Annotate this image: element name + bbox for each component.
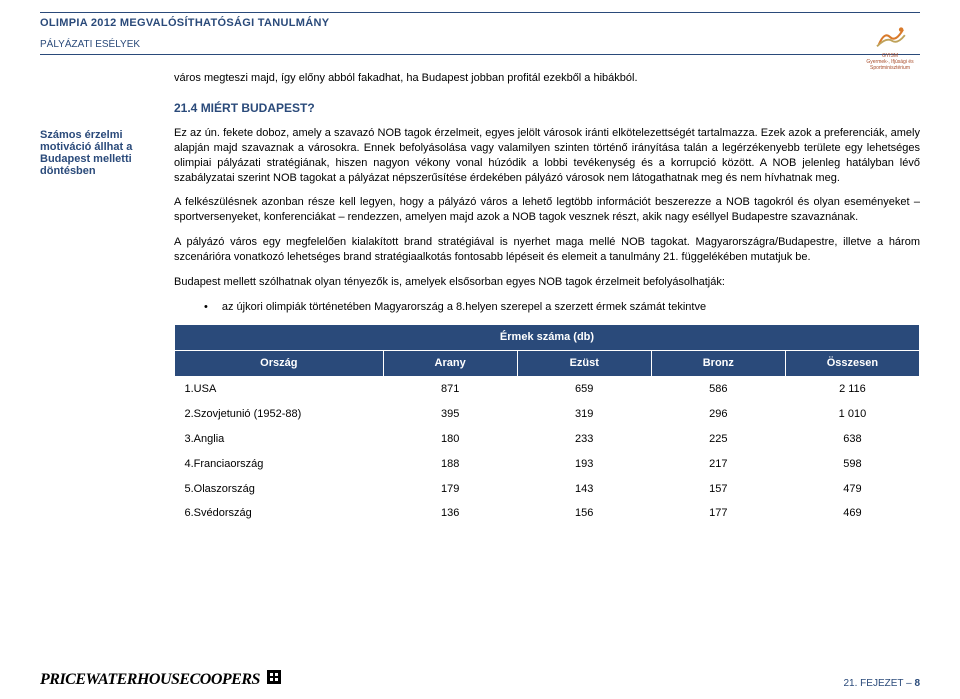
cell: 157 — [651, 477, 785, 502]
doc-title: OLIMPIA 2012 MEGVALÓSÍTHATÓSÁGI TANULMÁN… — [40, 17, 920, 29]
cell: 469 — [785, 501, 919, 526]
col-bronze: Bronz — [651, 351, 785, 377]
cell: 225 — [651, 427, 785, 452]
margin-note: Számos érzelmi motiváció állhat a Budape… — [40, 71, 160, 526]
table-row: 1.USA 871 659 586 2 116 — [175, 377, 920, 402]
cell: 586 — [651, 377, 785, 402]
col-country: Ország — [175, 351, 384, 377]
table-row: 6.Svédország 136 156 177 469 — [175, 501, 920, 526]
brand-bottom: COOPERS — [190, 671, 260, 688]
cell: 136 — [383, 501, 517, 526]
stylized-figure-icon — [871, 24, 909, 50]
cell-country: 6.Svédország — [175, 501, 384, 526]
brand-badge-icon — [267, 670, 281, 684]
cell: 659 — [517, 377, 651, 402]
table-row: 4.Franciaország 188 193 217 598 — [175, 452, 920, 477]
paragraph-3: A pályázó város egy megfelelően kialakít… — [174, 235, 920, 265]
cell: 177 — [651, 501, 785, 526]
table-row: 5.Olaszország 179 143 157 479 — [175, 477, 920, 502]
cell: 296 — [651, 402, 785, 427]
cell: 143 — [517, 477, 651, 502]
cell: 180 — [383, 427, 517, 452]
cell: 395 — [383, 402, 517, 427]
header-rule-top — [40, 12, 920, 13]
table-header-row: Ország Arany Ezüst Bronz Összesen — [175, 351, 920, 377]
cell: 598 — [785, 452, 919, 477]
cell-country: 5.Olaszország — [175, 477, 384, 502]
table-title: Érmek száma (db) — [175, 325, 920, 351]
medals-table: Érmek száma (db) Ország Arany Ezüst Bron… — [174, 324, 920, 526]
page-footer: PRICEWATERHOUSECOOPERS 21. FEJEZET – 8 — [40, 670, 920, 689]
doc-subtitle: PÁLYÁZATI ESÉLYEK — [40, 39, 920, 50]
cell: 179 — [383, 477, 517, 502]
paragraph-1: Ez az ún. fekete doboz, amely a szavazó … — [174, 126, 920, 185]
cell-country: 1.USA — [175, 377, 384, 402]
cell: 217 — [651, 452, 785, 477]
cell: 638 — [785, 427, 919, 452]
brand-top: PRICEWATERHOUSE — [40, 671, 190, 688]
col-silver: Ezüst — [517, 351, 651, 377]
section-heading: 21.4 MIÉRT BUDAPEST? — [174, 100, 920, 116]
main-text: város megteszi majd, így előny abból fak… — [174, 71, 920, 526]
bullet-text: az újkori olimpiák történetében Magyaror… — [222, 300, 706, 315]
bullet-item: • az újkori olimpiák történetében Magyar… — [204, 300, 920, 315]
col-total: Összesen — [785, 351, 919, 377]
cell-country: 2.Szovjetunió (1952-88) — [175, 402, 384, 427]
content-area: Számos érzelmi motiváció állhat a Budape… — [40, 71, 920, 526]
cell: 156 — [517, 501, 651, 526]
cell-country: 4.Franciaország — [175, 452, 384, 477]
ministry-logo: GYISM Gyermek-, Ifjúsági és Sportminiszt… — [862, 24, 918, 72]
bullet-icon: • — [204, 300, 208, 315]
cell: 193 — [517, 452, 651, 477]
cell: 233 — [517, 427, 651, 452]
header-rule-bottom — [40, 54, 920, 55]
cell: 2 116 — [785, 377, 919, 402]
page-number: 21. FEJEZET – 8 — [843, 678, 920, 689]
paragraph-4: Budapest mellett szólhatnak olyan tényez… — [174, 275, 920, 290]
cell: 1 010 — [785, 402, 919, 427]
table-row: 3.Anglia 180 233 225 638 — [175, 427, 920, 452]
logo-sublabel: Gyermek-, Ifjúsági és Sportminisztérium — [862, 59, 918, 71]
intro-paragraph: város megteszi majd, így előny abból fak… — [174, 71, 920, 86]
cell: 319 — [517, 402, 651, 427]
cell: 188 — [383, 452, 517, 477]
cell-country: 3.Anglia — [175, 427, 384, 452]
table-body: 1.USA 871 659 586 2 116 2.Szovjetunió (1… — [175, 377, 920, 527]
paragraph-2: A felkészülésnek azonban része kell legy… — [174, 195, 920, 225]
table-row: 2.Szovjetunió (1952-88) 395 319 296 1 01… — [175, 402, 920, 427]
pwc-logo: PRICEWATERHOUSECOOPERS — [40, 670, 281, 689]
cell: 479 — [785, 477, 919, 502]
col-gold: Arany — [383, 351, 517, 377]
cell: 871 — [383, 377, 517, 402]
